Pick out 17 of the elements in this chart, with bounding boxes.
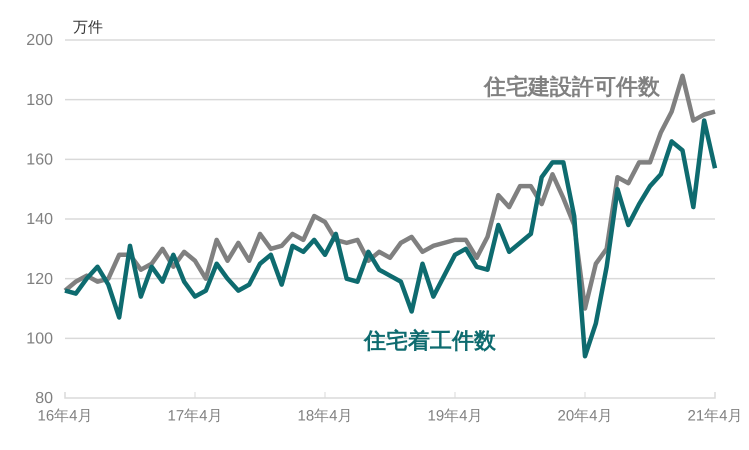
y-tick-label: 180 — [26, 92, 54, 109]
x-tick-label: 18年4月 — [297, 408, 353, 425]
y-tick-label: 200 — [26, 32, 54, 50]
x-tick-label: 16年4月 — [37, 408, 93, 425]
line-series — [62, 118, 718, 358]
x-tick-label: 17年4月 — [167, 408, 223, 425]
y-tick-label: 120 — [26, 270, 54, 288]
series-label: 住宅着工件数 — [363, 328, 497, 354]
x-tick-label: 21年4月 — [687, 408, 743, 425]
y-tick-label: 140 — [26, 211, 54, 228]
y-tick-label: 160 — [26, 151, 54, 168]
x-tick-label: 20年4月 — [557, 408, 613, 425]
series-label: 住宅建設許可件数 — [483, 74, 661, 100]
y-axis-title: 万件 — [73, 18, 103, 36]
y-tick-label: 80 — [35, 390, 54, 408]
x-tick-label: 19年4月 — [427, 408, 483, 425]
y-tick-label: 100 — [26, 330, 54, 348]
